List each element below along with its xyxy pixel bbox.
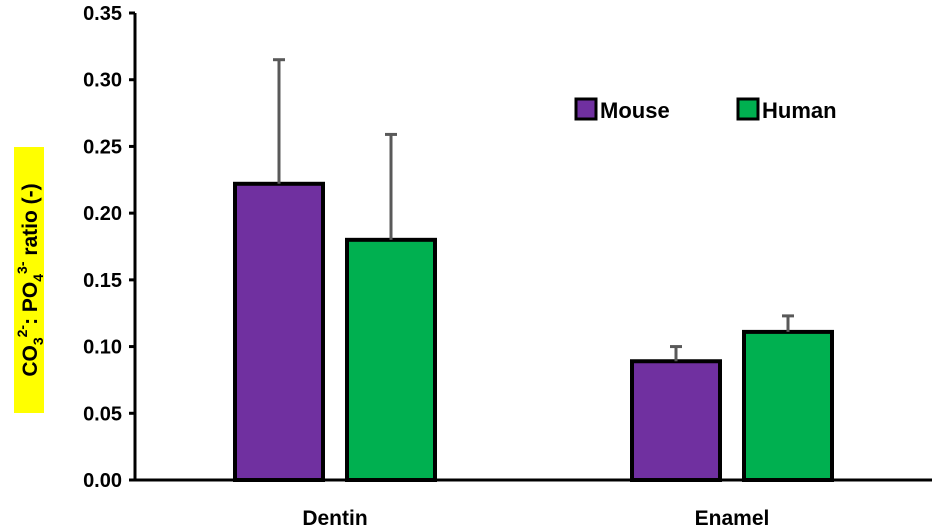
y-label-po: : PO xyxy=(19,282,42,325)
y-axis-label-text: CO32-: PO43- ratio (-) xyxy=(14,183,46,376)
bar-human-dentin xyxy=(345,237,437,482)
y-tick-label: 0.25 xyxy=(83,136,122,158)
y-tick-label: 0.05 xyxy=(83,403,122,425)
axes-group xyxy=(133,13,932,482)
y-label-co: CO xyxy=(19,345,42,377)
y-label-sup-2-: 2- xyxy=(14,325,30,338)
y-tick-label: 0.20 xyxy=(83,203,122,225)
y-tick-label: 0.15 xyxy=(83,270,122,292)
bars-group xyxy=(233,181,834,482)
legend-label-mouse: Mouse xyxy=(600,98,670,123)
y-label-sub-3: 3 xyxy=(30,337,46,345)
y-tick-label: 0.10 xyxy=(83,337,122,359)
legend-swatch-human xyxy=(736,97,760,121)
y-tick-label: 0.30 xyxy=(83,70,122,92)
legend-label-human: Human xyxy=(762,98,837,123)
legend-swatch-mouse xyxy=(574,97,598,121)
bar-mouse-enamel xyxy=(630,359,722,482)
y-tick-label: 0.00 xyxy=(83,470,122,492)
y-axis-label: CO32-: PO43- ratio (-) xyxy=(14,147,46,413)
y-label-ratio: ratio (-) xyxy=(19,183,42,261)
error-bars-group xyxy=(273,58,794,362)
x-category-label-enamel: Enamel xyxy=(695,507,770,530)
bar-mouse-dentin xyxy=(233,181,325,482)
x-category-label-dentin: Dentin xyxy=(302,507,367,530)
y-ticks-group: 0.00 0.05 0.10 0.15 0.20 0.25 0.30 0.35 xyxy=(83,3,135,492)
y-label-sup-3-: 3- xyxy=(14,261,30,274)
y-label-sub-4: 4 xyxy=(30,274,46,282)
legend: Mouse Human xyxy=(574,97,837,123)
bar-human-enamel xyxy=(742,329,834,482)
x-categories-group: Dentin Enamel xyxy=(302,507,769,530)
y-tick-label: 0.35 xyxy=(83,3,122,25)
y-axis-label-highlight xyxy=(14,147,44,413)
